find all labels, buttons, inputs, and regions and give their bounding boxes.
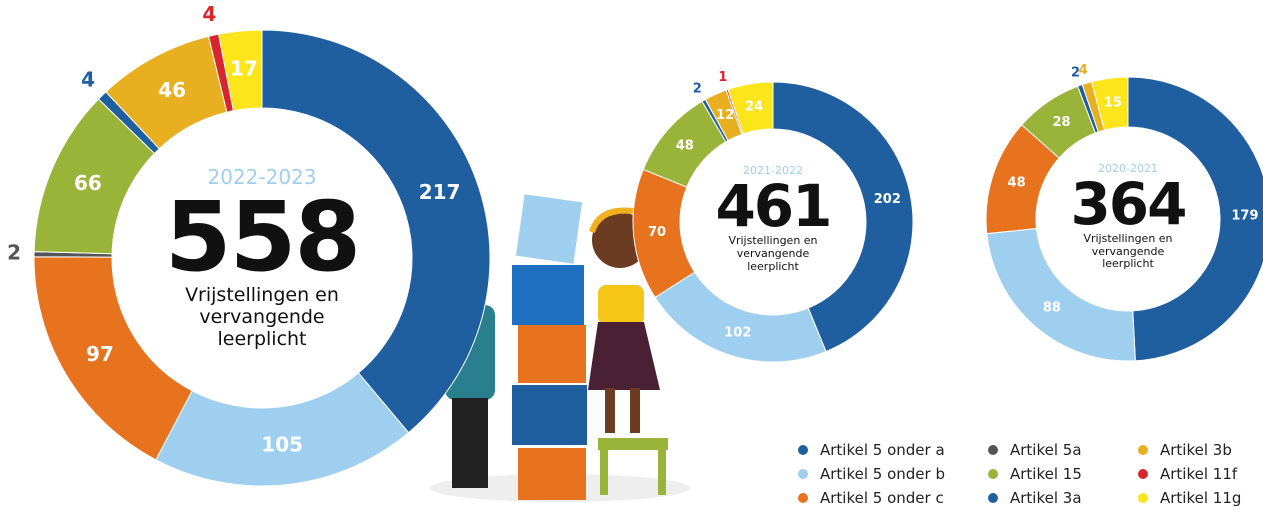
data-label: 2: [693, 82, 702, 97]
donut-segment: [1091, 76, 1129, 131]
legend-item: Artikel 5 onder a: [798, 440, 988, 460]
legend-dot: [1138, 493, 1148, 503]
data-label: 15: [1104, 95, 1122, 110]
data-label: 4: [202, 2, 216, 26]
legend-label: Artikel 3a: [1010, 489, 1082, 507]
data-label: 217: [419, 180, 461, 204]
data-label: 46: [158, 78, 186, 102]
total-value: 558: [164, 181, 361, 293]
data-label: 1: [718, 70, 727, 85]
total-value: 461: [715, 172, 832, 241]
donut-segment: [772, 81, 914, 353]
year-label: 2020-2021: [1098, 161, 1158, 175]
data-label: 88: [1043, 300, 1061, 315]
data-label: 2: [7, 240, 21, 264]
donut-center: 2021-2022 461 Vrijstellingen en vervangend…: [680, 164, 866, 273]
legend-item: Artikel 5a: [988, 440, 1138, 460]
donut-segment: [155, 372, 410, 487]
year-label: 2021-2022: [743, 164, 803, 178]
year-label: 2022-2023: [207, 165, 317, 189]
legend: Artikel 5 onder a Artikel 5a Artikel 3b Art…: [798, 440, 1258, 508]
legend-dot: [798, 445, 808, 455]
legend-item: Artikel 5 onder b: [798, 464, 988, 484]
data-label: 202: [874, 192, 901, 207]
data-label: 70: [648, 225, 666, 240]
legend-label: Artikel 3b: [1160, 441, 1232, 459]
donut-segment: [218, 29, 263, 112]
data-label: 2: [1071, 66, 1080, 81]
data-label: 97: [86, 342, 114, 366]
legend-label: Artikel 5 onder a: [820, 441, 945, 459]
donut-center: 2022-2023 558 Vrijstellingen en vervangend…: [112, 165, 412, 351]
donut-center: 2020-2021 364 Vrijstellingen en vervangend…: [1036, 162, 1220, 271]
data-label: 4: [81, 68, 95, 92]
donut-segment: [261, 29, 491, 434]
legend-item: Artikel 5 onder c: [798, 488, 988, 508]
legend-item: Artikel 15: [988, 464, 1138, 484]
legend-dot: [798, 469, 808, 479]
legend-dot: [798, 493, 808, 503]
legend-item: Artikel 3a: [988, 488, 1138, 508]
data-label: 24: [745, 100, 763, 115]
data-label: 4: [1079, 63, 1088, 78]
legend-label: Artikel 5 onder c: [820, 489, 944, 507]
donut-segment: [1127, 76, 1263, 362]
subtitle: Vrijstellingen en vervangende leerplicht: [185, 284, 339, 350]
legend-label: Artikel 11f: [1160, 465, 1238, 483]
legend-item: Artikel 11f: [1138, 464, 1258, 484]
total-value: 364: [1070, 169, 1187, 238]
legend-dot: [988, 445, 998, 455]
data-label: 28: [1052, 115, 1070, 130]
subtitle: Vrijstellingen en vervangende leerplicht: [728, 234, 818, 273]
legend-dot: [988, 493, 998, 503]
legend-label: Artikel 5 onder b: [820, 465, 945, 483]
donut-segment: [727, 81, 774, 135]
legend-dot: [1138, 469, 1148, 479]
data-label: 66: [74, 171, 102, 195]
data-label: 48: [1008, 176, 1026, 191]
legend-label: Artikel 15: [1010, 465, 1082, 483]
legend-dot: [988, 469, 998, 479]
data-label: 105: [261, 432, 303, 456]
donut-segment: [654, 271, 827, 363]
legend-item: Artikel 3b: [1138, 440, 1258, 460]
legend-label: Artikel 11g: [1160, 489, 1242, 507]
data-label: 102: [724, 326, 751, 341]
subtitle: Vrijstellingen en vervangende leerplicht: [1083, 231, 1173, 271]
data-label: 179: [1231, 208, 1258, 223]
data-label: 17: [230, 56, 258, 80]
legend-label: Artikel 5a: [1010, 441, 1082, 459]
legend-item: Artikel 11g: [1138, 488, 1258, 508]
data-label: 12: [716, 108, 734, 123]
data-label: 48: [676, 138, 694, 153]
legend-dot: [1138, 445, 1148, 455]
